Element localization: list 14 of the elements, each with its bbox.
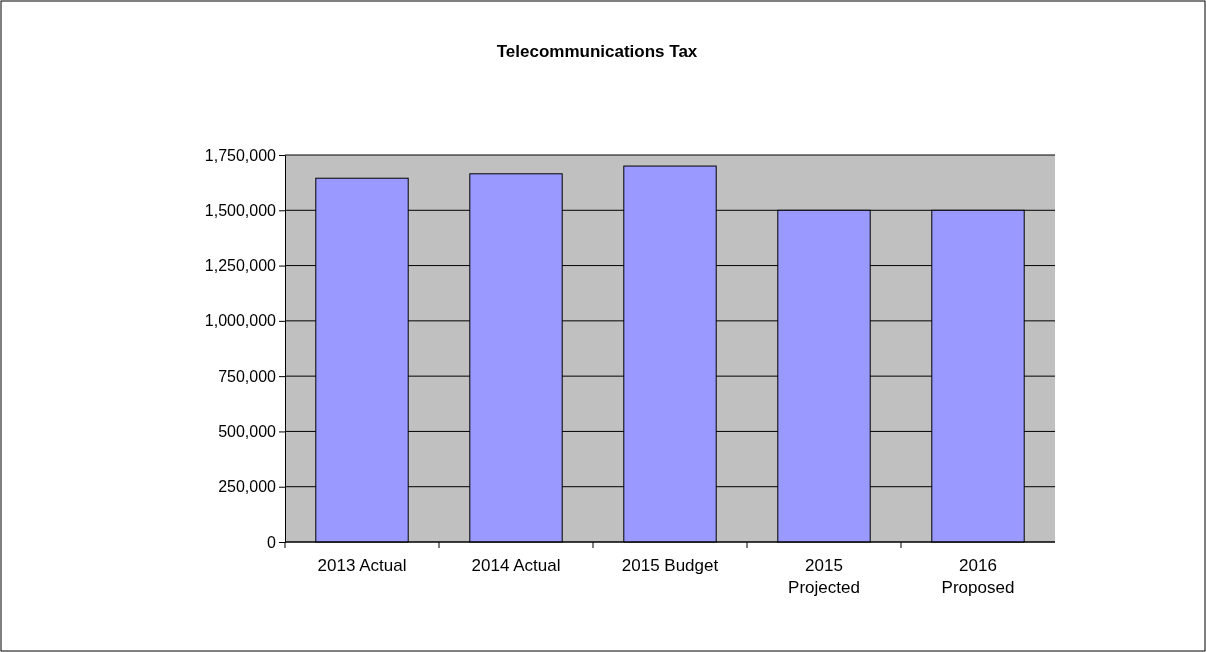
y-tick-label: 500,000 <box>218 423 277 441</box>
x-tick-label: 2015 Budget <box>621 556 719 575</box>
chart-title: Telecommunications Tax <box>496 42 698 61</box>
x-tick-label: 2015 Projected <box>788 556 860 597</box>
y-tick-label: 1,000,000 <box>204 312 277 330</box>
y-tick-label: 750,000 <box>218 367 277 385</box>
y-tick-label: 250,000 <box>218 478 277 496</box>
y-tick-label: 1,250,000 <box>204 257 277 275</box>
y-tick-label: 0 <box>267 533 277 551</box>
x-tick-label: 2013 Actual <box>317 556 407 575</box>
x-tick-label: 2016 Proposed <box>941 556 1015 597</box>
y-tick-label: 1,750,000 <box>204 146 277 164</box>
x-tick-label: 2014 Actual <box>471 556 561 575</box>
y-tick-label: 1,500,000 <box>204 201 277 219</box>
